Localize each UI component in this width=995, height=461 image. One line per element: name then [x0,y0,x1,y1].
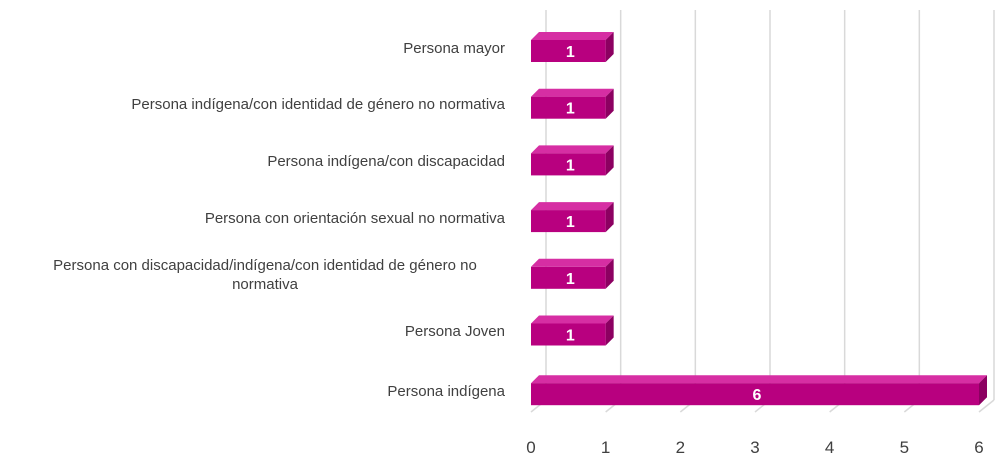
bar [531,32,614,62]
bar-front [531,210,606,233]
category-label: Persona con orientación sexual no normat… [0,198,505,238]
category-text: Persona indígena/con identidad de género… [131,96,505,114]
category-label: Persona indígena/con identidad de género… [0,85,505,125]
grid-floor-line [978,399,995,413]
bar-top [531,202,614,211]
bar-top [531,315,614,324]
x-tick-label: 5 [900,438,909,457]
bar-side [979,375,987,406]
bar-side [605,145,614,176]
category-label: Persona Joven [0,312,505,352]
category-label: Persona mayor [0,28,505,68]
value-label: 6 [753,387,762,404]
x-tick-label: 3 [750,438,759,457]
x-tick-label: 0 [526,438,535,457]
bar-side [605,315,614,346]
category-text: Persona con discapacidad/indígena/con id… [53,256,477,293]
bar-front [531,383,979,406]
bar-front [531,153,606,176]
bar-side [605,88,614,119]
bar [531,258,614,289]
bar-top [531,32,614,40]
bar-top [531,145,614,154]
bar-front [531,323,606,346]
bar [531,145,614,176]
bar-front [531,40,606,62]
category-text: Persona indígena/con discapacidad [267,152,505,170]
value-label: 1 [566,214,575,231]
category-text: Persona mayor [403,39,505,57]
bar-top [531,375,987,384]
bar [531,202,614,233]
x-tick-label: 1 [601,438,610,457]
bar-side [605,202,614,233]
bar [531,315,614,346]
x-tick-label: 4 [825,438,834,457]
category-text: Persona con orientación sexual no normat… [204,209,505,227]
category-label: Persona con discapacidad/indígena/con id… [0,255,505,295]
bar [531,375,987,406]
value-label: 1 [566,328,575,345]
bar-side [605,258,614,289]
value-label: 1 [566,271,575,288]
category-text: Persona indígena [387,382,505,400]
value-label: 1 [566,157,575,174]
value-label: 1 [566,44,575,61]
bar-front [531,96,606,119]
bar-side [605,32,614,62]
bar-front [531,266,606,289]
bar-top [531,258,614,267]
category-text: Persona Joven [404,323,505,340]
bar-top [531,88,614,97]
category-label: Persona indígena/con discapacidad [0,141,505,181]
x-tick-label: 2 [676,438,685,457]
x-tick-label: 6 [974,438,983,457]
bar [531,88,614,119]
category-label: Persona indígena [0,371,505,411]
value-label: 1 [566,101,575,118]
